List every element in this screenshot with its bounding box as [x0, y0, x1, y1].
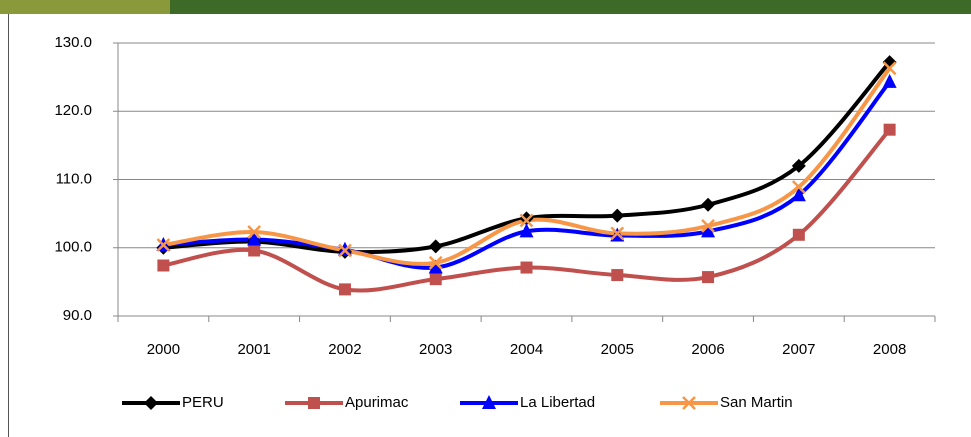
series-line	[163, 80, 892, 270]
data-point	[248, 244, 261, 257]
data-point	[610, 226, 625, 241]
data-point	[792, 228, 805, 241]
data-point	[428, 239, 443, 254]
header-accent	[0, 0, 170, 14]
legend-marker	[308, 397, 320, 409]
data-point	[610, 208, 625, 223]
y-tick-label: 90.0	[63, 307, 92, 324]
x-tick-label: 2007	[782, 341, 815, 358]
data-point	[156, 238, 171, 252]
x-tick-label: 2001	[237, 341, 270, 358]
data-point	[338, 283, 351, 296]
legend-marker	[482, 395, 496, 409]
data-point	[519, 211, 534, 226]
data-point	[247, 225, 262, 239]
data-point	[428, 259, 443, 274]
data-point	[702, 271, 715, 284]
y-tick-label: 100.0	[54, 239, 92, 256]
data-point	[428, 255, 443, 270]
data-point	[519, 213, 534, 228]
data-point	[157, 259, 170, 272]
x-tick-label: 2005	[601, 341, 634, 358]
legend-label: Apurimac	[345, 394, 409, 411]
x-tick-label: 2003	[419, 341, 452, 358]
data-point	[519, 223, 534, 238]
data-point	[247, 231, 262, 246]
x-tick-label: 2004	[510, 341, 543, 358]
legend-label: PERU	[182, 394, 224, 411]
y-tick-label: 110.0	[56, 170, 92, 187]
data-point	[882, 61, 897, 76]
data-point	[338, 243, 352, 258]
data-point	[883, 123, 896, 136]
data-point	[701, 219, 715, 233]
legend-label: La Libertad	[520, 394, 595, 411]
data-point	[520, 261, 533, 274]
data-point	[791, 187, 806, 202]
header-bar	[170, 0, 971, 14]
legend-marker	[682, 396, 696, 410]
data-point	[882, 73, 897, 88]
legend-label: San Martin	[720, 394, 793, 411]
data-point	[429, 273, 442, 286]
x-tick-label: 2008	[873, 341, 906, 358]
y-tick-label: 130.0	[54, 34, 92, 51]
data-point	[611, 269, 624, 282]
x-tick-label: 2000	[147, 341, 180, 358]
data-point	[701, 223, 716, 238]
legend-marker	[144, 396, 158, 410]
x-tick-label: 2006	[691, 341, 724, 358]
data-point	[791, 158, 806, 173]
data-point	[701, 197, 716, 212]
y-tick-label: 120.0	[54, 102, 92, 119]
x-tick-label: 2002	[328, 341, 361, 358]
data-point	[791, 180, 806, 194]
